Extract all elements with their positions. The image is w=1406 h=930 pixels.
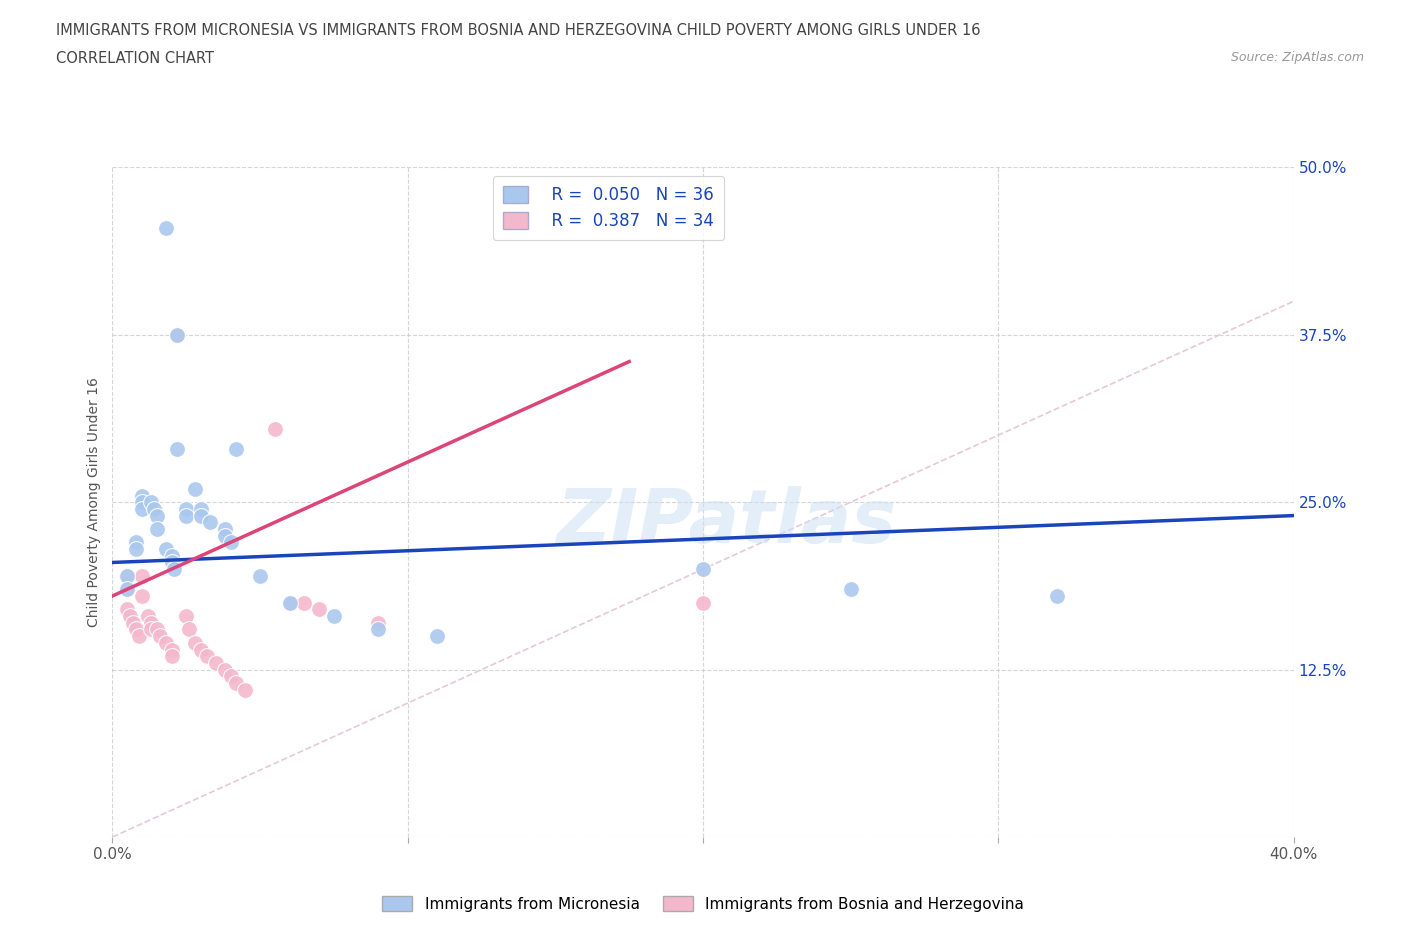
Point xyxy=(219,669,242,684)
Point xyxy=(160,649,183,664)
Point xyxy=(149,629,172,644)
Point xyxy=(426,629,449,644)
Point xyxy=(146,508,169,523)
Point xyxy=(122,616,145,631)
Point xyxy=(160,549,183,564)
Point xyxy=(120,608,142,623)
Point xyxy=(117,568,138,583)
Point xyxy=(131,488,153,503)
Point xyxy=(205,656,228,671)
Point xyxy=(214,528,236,543)
Point xyxy=(155,220,177,235)
Point xyxy=(131,501,153,516)
Point xyxy=(190,501,212,516)
Text: IMMIGRANTS FROM MICRONESIA VS IMMIGRANTS FROM BOSNIA AND HERZEGOVINA CHILD POVER: IMMIGRANTS FROM MICRONESIA VS IMMIGRANTS… xyxy=(56,23,981,38)
Point xyxy=(155,635,177,650)
Point xyxy=(184,482,207,497)
Point xyxy=(139,495,162,510)
Point xyxy=(142,501,165,516)
Point xyxy=(184,635,207,650)
Y-axis label: Child Poverty Among Girls Under 16: Child Poverty Among Girls Under 16 xyxy=(87,378,101,627)
Point xyxy=(139,622,162,637)
Point xyxy=(139,616,162,631)
Point xyxy=(174,608,197,623)
Point xyxy=(214,662,236,677)
Point xyxy=(166,327,188,342)
Point xyxy=(264,421,287,436)
Text: CORRELATION CHART: CORRELATION CHART xyxy=(56,51,214,66)
Point xyxy=(163,562,186,577)
Point xyxy=(190,508,212,523)
Point xyxy=(117,602,138,617)
Point xyxy=(166,441,188,456)
Point xyxy=(278,595,301,610)
Point xyxy=(131,495,153,510)
Point xyxy=(179,622,201,637)
Point xyxy=(117,582,138,597)
Point xyxy=(128,629,150,644)
Point xyxy=(117,582,138,597)
Point xyxy=(233,683,256,698)
Point xyxy=(367,622,389,637)
Point xyxy=(125,622,148,637)
Point xyxy=(136,608,159,623)
Point xyxy=(160,555,183,570)
Point xyxy=(117,568,138,583)
Point xyxy=(160,642,183,657)
Point xyxy=(1046,589,1069,604)
Point xyxy=(692,595,714,610)
Point xyxy=(292,595,315,610)
Point xyxy=(219,535,242,550)
Point xyxy=(839,582,862,597)
Text: ZIPatlas: ZIPatlas xyxy=(557,485,897,559)
Point xyxy=(174,501,197,516)
Point xyxy=(174,508,197,523)
Point xyxy=(195,649,218,664)
Point xyxy=(367,616,389,631)
Point xyxy=(323,608,346,623)
Point xyxy=(155,541,177,556)
Point xyxy=(190,642,212,657)
Point xyxy=(214,522,236,537)
Point xyxy=(125,541,148,556)
Point xyxy=(198,515,221,530)
Point xyxy=(146,622,169,637)
Point xyxy=(225,675,247,690)
Legend: Immigrants from Micronesia, Immigrants from Bosnia and Herzegovina: Immigrants from Micronesia, Immigrants f… xyxy=(375,889,1031,918)
Point xyxy=(166,327,188,342)
Point xyxy=(131,589,153,604)
Point xyxy=(125,535,148,550)
Point xyxy=(146,522,169,537)
Point xyxy=(131,568,153,583)
Point xyxy=(225,441,247,456)
Point xyxy=(308,602,330,617)
Point xyxy=(249,568,271,583)
Text: Source: ZipAtlas.com: Source: ZipAtlas.com xyxy=(1230,51,1364,64)
Point xyxy=(692,562,714,577)
Point xyxy=(278,595,301,610)
Legend:   R =  0.050   N = 36,   R =  0.387   N = 34: R = 0.050 N = 36, R = 0.387 N = 34 xyxy=(494,176,724,240)
